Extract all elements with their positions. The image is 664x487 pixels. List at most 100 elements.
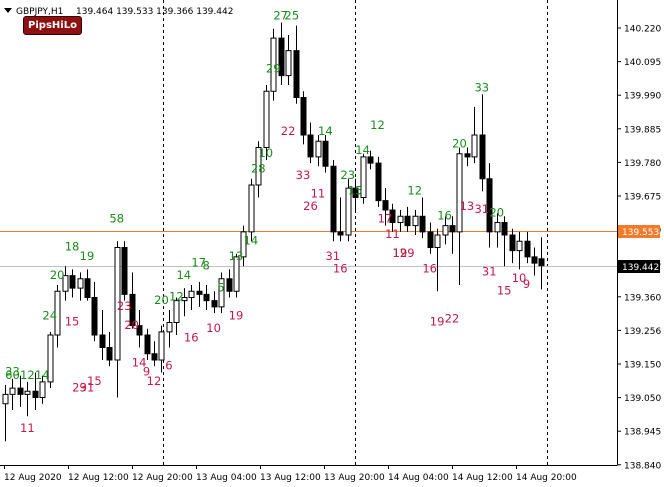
down-count-label: 9 — [143, 365, 150, 379]
candle — [173, 297, 180, 335]
candle-body — [278, 37, 285, 77]
price-tick-label: 139.150 — [624, 361, 661, 371]
candle — [136, 310, 143, 348]
candle-body — [136, 325, 143, 336]
candle — [516, 231, 523, 270]
candle — [32, 372, 39, 410]
candle-body — [196, 290, 203, 295]
candle — [456, 147, 463, 285]
time-tick-label: 12 Aug 20:00 — [132, 473, 193, 483]
candle — [322, 135, 329, 173]
candle-body — [240, 231, 247, 258]
time-tick-label: 14 Aug 04:00 — [388, 473, 449, 483]
up-count-label: 2 — [284, 8, 291, 22]
down-count-label: 22 — [281, 124, 296, 138]
candle-body — [538, 258, 545, 267]
candle-body — [456, 153, 463, 233]
down-count-label: 15 — [497, 283, 512, 297]
candle — [412, 210, 419, 235]
candle — [389, 203, 396, 232]
up-count-label: 20 — [489, 205, 504, 219]
up-count-label: 29 — [266, 62, 281, 76]
price-tick-label: 140.220 — [624, 25, 661, 35]
ref-price-tag: 139.553 — [618, 225, 660, 238]
candle — [151, 341, 158, 367]
candle-body — [375, 162, 382, 202]
candle — [24, 381, 31, 417]
candle-body — [203, 293, 210, 302]
candle-body — [352, 187, 359, 198]
candle-body — [315, 140, 322, 158]
down-count-label: 31 — [474, 202, 489, 216]
candle — [337, 197, 344, 242]
candle-body — [464, 153, 471, 158]
candle-body — [531, 256, 538, 264]
candle — [360, 153, 367, 204]
candle-body — [24, 390, 31, 395]
pipshilo-indicator-button[interactable]: PipsHiLo — [23, 16, 82, 35]
up-count-label: 14 — [318, 124, 333, 138]
candle-body — [173, 300, 180, 323]
candle — [345, 178, 352, 242]
candle — [382, 188, 389, 226]
up-count-label: 12 — [169, 290, 184, 304]
candle — [434, 228, 441, 292]
time-tick-label: 14 Aug 20:00 — [516, 473, 577, 483]
candle — [2, 385, 9, 442]
down-count-label: 11 — [20, 421, 35, 435]
candle — [315, 135, 322, 167]
candle-body — [449, 225, 456, 233]
candle — [442, 216, 449, 245]
down-count-label: 17 — [378, 212, 393, 226]
candle — [501, 216, 508, 267]
candle-body — [509, 234, 516, 252]
down-count-label: 10 — [206, 321, 221, 335]
price-tick-label: 139.256 — [624, 327, 661, 337]
candle — [114, 241, 121, 398]
down-count-label: 15 — [87, 374, 102, 388]
candle — [47, 331, 54, 389]
down-count-label: 20 — [124, 318, 139, 332]
candle-body — [91, 297, 98, 336]
price-tick-label: 139.050 — [624, 394, 661, 404]
up-count-label: 33 — [474, 80, 489, 94]
candle-body — [270, 37, 277, 92]
candle-body — [158, 331, 165, 361]
down-count-label: 15 — [65, 315, 80, 329]
candle-body — [412, 215, 419, 227]
price-tick-label: 139.360 — [624, 293, 661, 303]
candle — [9, 378, 16, 410]
candle-body — [442, 225, 449, 236]
candle-body — [166, 322, 173, 333]
up-count-label: 10 — [258, 146, 273, 160]
time-tick-label: 14 Aug 12:00 — [452, 473, 513, 483]
price-tick-label: 140.095 — [624, 58, 661, 68]
down-count-label: 19 — [430, 315, 445, 329]
dropdown-triangle-icon[interactable] — [4, 8, 12, 13]
price-tick-label: 139.885 — [624, 125, 661, 135]
candle-body — [84, 278, 91, 298]
candle — [479, 94, 486, 192]
candle-body — [434, 234, 441, 248]
candle-body — [62, 275, 69, 292]
time-tick-label: 13 Aug 20:00 — [324, 473, 385, 483]
candle — [203, 285, 210, 310]
candle-body — [181, 297, 188, 302]
candle-body — [404, 215, 411, 227]
up-count-label: 60 — [5, 368, 20, 382]
candle-body — [285, 50, 292, 77]
candle — [106, 331, 113, 367]
up-count-label: 19 — [80, 249, 95, 263]
candle-body — [248, 184, 255, 233]
candle-body — [360, 156, 367, 198]
candle — [352, 178, 359, 210]
down-count-label: 31 — [80, 380, 95, 394]
candle — [285, 35, 292, 85]
candle — [69, 269, 76, 298]
candle — [367, 150, 374, 170]
time-axis[interactable]: 12 Aug 2020 12 Aug 12:00 12 Aug 20:00 13 Au… — [4, 465, 577, 483]
down-count-label: 6 — [165, 358, 172, 372]
candle — [471, 106, 478, 164]
candle-body — [330, 165, 337, 233]
